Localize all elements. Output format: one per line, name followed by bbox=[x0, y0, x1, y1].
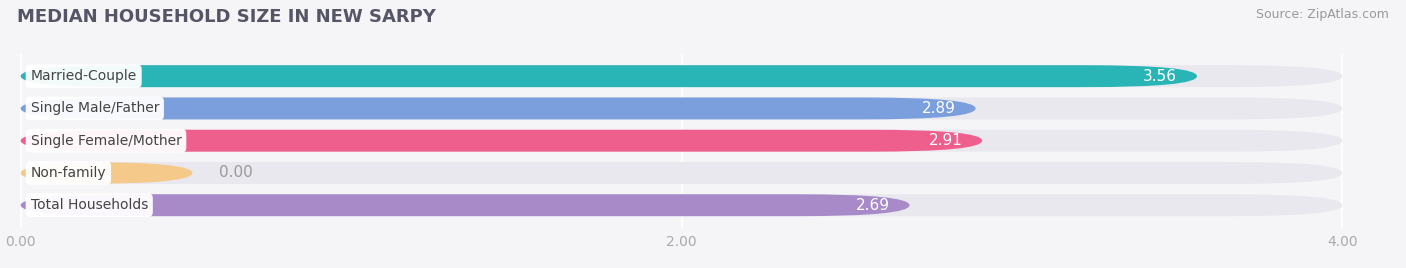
FancyBboxPatch shape bbox=[21, 194, 910, 216]
Text: 2.91: 2.91 bbox=[928, 133, 962, 148]
FancyBboxPatch shape bbox=[21, 98, 1343, 120]
Text: MEDIAN HOUSEHOLD SIZE IN NEW SARPY: MEDIAN HOUSEHOLD SIZE IN NEW SARPY bbox=[17, 8, 436, 26]
Text: Total Households: Total Households bbox=[31, 198, 148, 212]
FancyBboxPatch shape bbox=[21, 162, 193, 184]
FancyBboxPatch shape bbox=[21, 98, 976, 120]
FancyBboxPatch shape bbox=[21, 162, 1343, 184]
Text: Non-family: Non-family bbox=[31, 166, 107, 180]
FancyBboxPatch shape bbox=[21, 65, 1197, 87]
Text: Married-Couple: Married-Couple bbox=[31, 69, 136, 83]
Text: 0.00: 0.00 bbox=[219, 165, 253, 180]
Text: Single Female/Mother: Single Female/Mother bbox=[31, 134, 181, 148]
Text: 2.89: 2.89 bbox=[922, 101, 956, 116]
Text: 3.56: 3.56 bbox=[1143, 69, 1177, 84]
FancyBboxPatch shape bbox=[21, 194, 1343, 216]
FancyBboxPatch shape bbox=[21, 130, 983, 152]
FancyBboxPatch shape bbox=[21, 65, 1343, 87]
Text: Single Male/Father: Single Male/Father bbox=[31, 102, 159, 116]
Text: Source: ZipAtlas.com: Source: ZipAtlas.com bbox=[1256, 8, 1389, 21]
Text: 2.69: 2.69 bbox=[856, 198, 890, 213]
FancyBboxPatch shape bbox=[21, 130, 1343, 152]
